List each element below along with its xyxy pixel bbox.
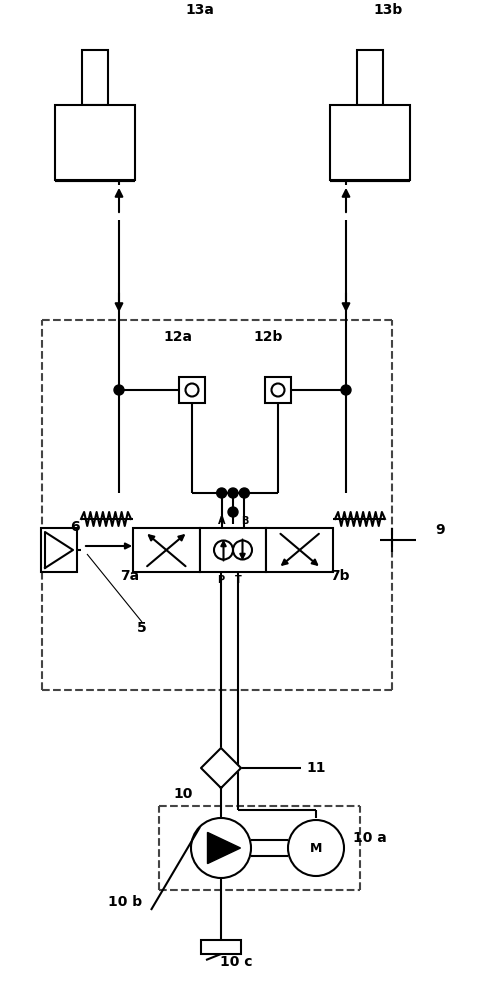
Text: 10: 10 bbox=[173, 787, 193, 801]
Text: 5: 5 bbox=[137, 621, 147, 635]
Text: 11: 11 bbox=[306, 761, 326, 775]
Bar bbox=[200, 528, 266, 572]
Circle shape bbox=[228, 488, 238, 498]
Text: 10 c: 10 c bbox=[220, 955, 252, 969]
Bar bbox=[82, 50, 108, 105]
Text: 12b: 12b bbox=[253, 330, 283, 344]
Text: 7b: 7b bbox=[330, 569, 350, 583]
Polygon shape bbox=[201, 748, 241, 788]
Text: T: T bbox=[235, 575, 242, 585]
Text: A: A bbox=[218, 516, 226, 526]
Text: 7a: 7a bbox=[120, 569, 139, 583]
Bar bbox=[357, 50, 383, 105]
Text: 12a: 12a bbox=[163, 330, 193, 344]
Text: 13b: 13b bbox=[373, 3, 403, 17]
Text: 6: 6 bbox=[70, 520, 80, 534]
Bar bbox=[266, 528, 333, 572]
Text: P: P bbox=[217, 575, 225, 585]
Circle shape bbox=[341, 385, 351, 395]
Circle shape bbox=[217, 488, 227, 498]
Text: 9: 9 bbox=[435, 523, 445, 537]
Bar bbox=[55, 105, 135, 180]
Text: 13a: 13a bbox=[185, 3, 215, 17]
Polygon shape bbox=[45, 532, 73, 568]
Text: 10 b: 10 b bbox=[108, 895, 142, 909]
Bar bbox=[201, 940, 241, 954]
Circle shape bbox=[114, 385, 124, 395]
Polygon shape bbox=[207, 832, 240, 864]
Bar bbox=[330, 105, 410, 180]
Bar bbox=[265, 377, 291, 403]
Text: M: M bbox=[310, 842, 322, 854]
Bar bbox=[179, 377, 205, 403]
Bar bbox=[41, 528, 77, 572]
Text: B: B bbox=[240, 516, 248, 526]
Bar bbox=[133, 528, 200, 572]
Text: 10 a: 10 a bbox=[353, 831, 387, 845]
Circle shape bbox=[228, 507, 238, 517]
Circle shape bbox=[240, 488, 250, 498]
